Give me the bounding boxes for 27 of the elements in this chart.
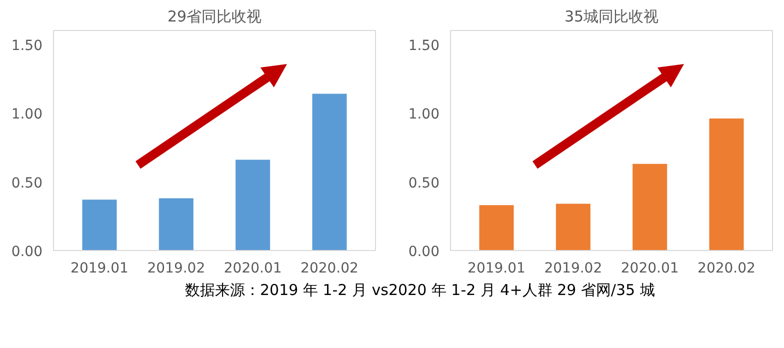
- y-tick-label: 0.00: [408, 244, 440, 260]
- x-tick-label: 2020.02: [300, 260, 358, 276]
- y-tick-label: 0.50: [408, 175, 440, 192]
- bar: [312, 94, 347, 250]
- chart-title: 35城同比收视: [564, 8, 659, 26]
- y-tick-label: 1.50: [408, 38, 440, 54]
- bar: [709, 118, 744, 250]
- x-tick-label: 2019.02: [147, 260, 206, 276]
- x-tick-label: 2019.02: [544, 260, 602, 276]
- chart-title: 29省同比收视: [167, 8, 262, 26]
- bar: [82, 200, 117, 250]
- x-tick-label: 2019.01: [70, 260, 128, 276]
- x-tick-label: 2020.01: [620, 260, 679, 276]
- bar: [556, 204, 590, 250]
- y-tick-label: 1.00: [408, 106, 440, 122]
- x-tick-label: 2020.02: [698, 260, 756, 276]
- bar: [479, 205, 514, 250]
- y-tick-label: 1.50: [11, 38, 42, 54]
- x-tick-label: 2020.01: [224, 260, 282, 276]
- bar: [632, 164, 668, 250]
- x-tick-label: 2019.01: [468, 260, 526, 276]
- bar: [236, 160, 270, 250]
- source-note: 数据来源：2019 年 1-2 月 vs2020 年 1-2 月 4+人群 29 省网/35 城: [185, 280, 655, 301]
- bar: [158, 198, 194, 250]
- y-tick-label: 1.00: [11, 106, 42, 122]
- y-tick-label: 0.50: [11, 175, 42, 192]
- y-tick-label: 0.00: [11, 244, 42, 260]
